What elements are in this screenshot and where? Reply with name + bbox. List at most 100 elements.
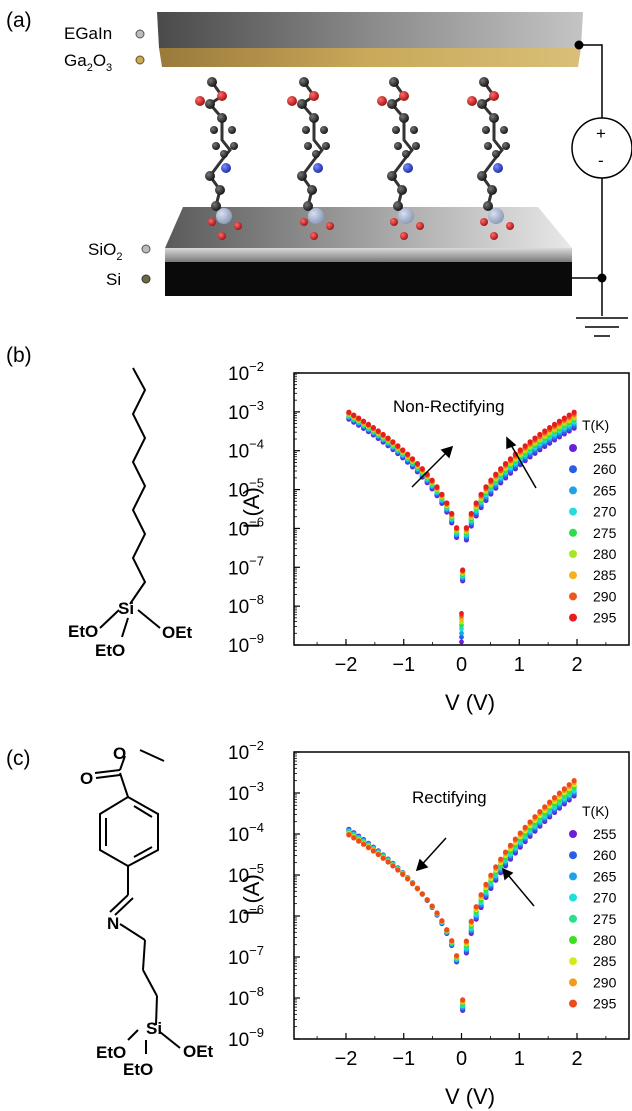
chart-b-legend-label: 280: [593, 546, 617, 562]
chart-b-point: [385, 435, 391, 441]
chart-b-point: [507, 456, 514, 462]
panel-a-label: (a): [6, 9, 32, 32]
chart-b-legend-marker: [569, 465, 577, 474]
chart-b-point: [351, 412, 357, 418]
sio2-top-face: [165, 207, 572, 248]
chart-c-xtick-label: −1: [392, 1048, 415, 1070]
chart-c-series-270: [346, 787, 577, 1009]
chart-c-legend-label: 280: [593, 932, 617, 948]
chart-b-point: [468, 510, 474, 517]
chart-c-xtick-label: −2: [335, 1048, 358, 1070]
chart-b-point: [478, 491, 484, 497]
chart-c-legend-marker: [569, 830, 577, 838]
chart-b-point: [414, 461, 421, 467]
chart-c-yticks: 10−9 10−8 10−7 10−6 10−5 10−4 10−3 10−2: [228, 738, 300, 1051]
chart-c-point: [380, 855, 386, 861]
struct-b-eto2: EtO: [95, 641, 125, 660]
chart-c-point: [527, 819, 533, 825]
chart-c-ylabel: I (A): [239, 874, 264, 916]
chart-c-series: [346, 778, 577, 1013]
chart-c-xtick-label: 0: [456, 1048, 467, 1070]
molecule: [377, 77, 424, 240]
polarity-minus: -: [598, 151, 604, 170]
chart-b-xtick-label: 2: [571, 654, 582, 676]
chart-b-point: [532, 435, 538, 441]
chart-b-point: [370, 425, 376, 431]
molecules: [195, 77, 514, 240]
chart-b-point: [405, 451, 411, 457]
chart-b-point: [551, 421, 558, 427]
chart-c-point: [493, 864, 499, 870]
chart-c-point: [454, 953, 460, 959]
chart-c-point: [483, 881, 489, 887]
molecule: [287, 77, 334, 240]
panel-b-label: (b): [6, 344, 32, 367]
chart-c-point: [473, 904, 479, 910]
chart-c-legend-marker: [569, 851, 577, 860]
struct-c-o-carbonyl: O: [80, 769, 93, 788]
chart-b-ytick-label: 10−2: [228, 359, 264, 385]
chart-b-ytick-label: 10−7: [228, 553, 264, 579]
chart-c-point: [561, 786, 567, 792]
chart-c-xtick-label: 1: [514, 1048, 525, 1070]
chart-c-legend-title: T(K): [582, 803, 609, 819]
chart-b-point: [517, 447, 523, 453]
chart-c-legend-label: 295: [593, 996, 617, 1012]
chart-c-point: [507, 842, 514, 848]
chart-c-point: [375, 851, 381, 858]
chart-b-legend-label: 285: [593, 567, 617, 583]
si-marker: [141, 274, 151, 284]
chart-b-point: [409, 456, 416, 462]
struct-b-si: Si: [118, 599, 134, 618]
chart-b-legend-marker: [569, 486, 577, 495]
chart-c-legend-label: 265: [593, 868, 617, 884]
chart-c-ytick-label: 10−5: [228, 861, 264, 887]
chart-c-series-280: [346, 783, 577, 1006]
chart-c-point: [463, 938, 469, 944]
struct-c-n: N: [107, 914, 119, 933]
chart-b-point: [493, 471, 499, 477]
chart-b-point: [390, 439, 396, 445]
chart-b-xticks: −2 −1 0 1 2: [316, 639, 607, 676]
ga2o3-marker: [135, 55, 145, 65]
chart-c-point: [395, 867, 401, 873]
chart-b-legend-label: 275: [593, 525, 617, 541]
chart-c-legend-marker: [569, 914, 577, 923]
chart-c-point: [547, 799, 553, 805]
chart-b-legend-label: 260: [593, 461, 617, 477]
chart-b-xtick-label: −1: [392, 654, 415, 676]
chart-c-point: [517, 830, 523, 836]
chart-c-legend-marker: [569, 893, 577, 902]
chart-c-ytick-label: 10−2: [228, 738, 264, 764]
chart-c-point: [414, 886, 421, 892]
label-si: Si: [106, 270, 121, 289]
chart-b-legend-title: T(K): [582, 417, 609, 433]
chart-b-point: [346, 409, 352, 415]
chart-c-point: [390, 863, 396, 869]
chart-c-point: [449, 938, 455, 944]
chart-b-point: [473, 500, 479, 506]
chart-c-series-260: [346, 791, 577, 1012]
chart-b-ytick-label: 10−9: [228, 631, 264, 657]
chart-b-legend-label: 255: [593, 440, 617, 456]
chart-b-point: [527, 439, 533, 445]
chart-b-legend-marker: [569, 571, 577, 580]
struct-c-eto2: EtO: [123, 1060, 153, 1079]
chart-c-point: [488, 872, 494, 878]
chart-b-point: [547, 425, 553, 431]
chart-c-point: [434, 910, 440, 916]
chart-c-point: [551, 794, 558, 801]
chart-c-legend-label: 255: [593, 826, 617, 842]
chart-b-legend-marker: [569, 528, 577, 537]
chart-c-point: [460, 997, 466, 1003]
chart-b-point: [395, 443, 401, 449]
chart-b-xlabel: V (V): [445, 690, 495, 715]
chart-b-ytick-label: 10−8: [228, 592, 264, 618]
chart-c-legend-marker: [569, 936, 577, 944]
chart-b-point: [459, 622, 464, 628]
chart-c-ytick-label: 10−4: [228, 820, 264, 846]
label-ga2o3: Ga2O3: [64, 51, 112, 74]
struct-c-si: Si: [146, 1019, 162, 1038]
chart-c-point: [439, 918, 445, 924]
chart-c-point: [478, 892, 484, 898]
